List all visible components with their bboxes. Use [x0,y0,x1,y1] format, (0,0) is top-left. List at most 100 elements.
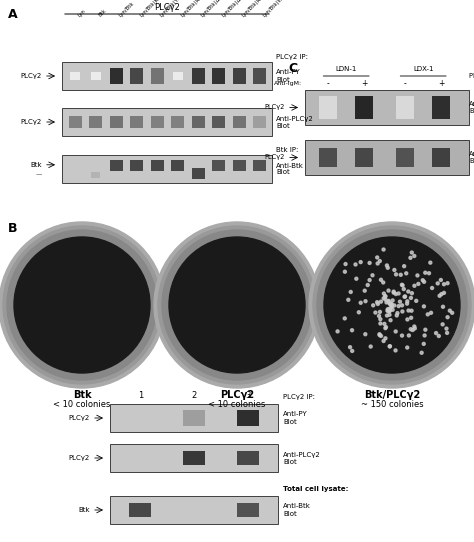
Text: Btk: Btk [30,162,42,168]
Text: Anti-PY
Blot: Anti-PY Blot [283,411,308,424]
Circle shape [384,295,387,298]
Circle shape [388,310,391,313]
Bar [91,72,101,80]
Circle shape [349,291,352,293]
Circle shape [374,311,377,314]
Text: Anti-Btk
Blot: Anti-Btk Blot [276,163,304,176]
Circle shape [406,318,409,321]
Text: Lyn/Btk: Lyn/Btk [118,1,136,18]
Circle shape [385,264,388,267]
Bar [62,62,272,90]
Bar [173,72,183,80]
Circle shape [399,273,402,276]
Circle shape [368,261,371,264]
Circle shape [0,222,165,388]
Text: Total cell lysate:: Total cell lysate: [283,486,348,492]
Text: Anti-Btk
Blot: Anti-Btk Blot [283,504,311,517]
Circle shape [376,262,379,265]
Circle shape [401,310,404,313]
Circle shape [386,266,389,269]
Circle shape [386,308,389,311]
Circle shape [385,314,389,317]
Text: Lyn/Btk(K430R): Lyn/Btk(K430R) [139,0,171,18]
Bar [90,115,102,128]
Circle shape [379,300,383,303]
Circle shape [313,226,471,384]
Circle shape [379,322,382,325]
Bar [130,160,143,171]
Circle shape [401,284,404,287]
Circle shape [396,312,399,314]
Text: Lyn/Btk(R307K): Lyn/Btk(R307K) [180,0,212,18]
Circle shape [343,317,346,320]
Circle shape [158,226,316,384]
Text: 2: 2 [191,391,197,400]
Circle shape [393,268,396,272]
Text: Anti-PY
Blot: Anti-PY Blot [469,101,474,114]
Bar [396,148,414,167]
Circle shape [409,256,412,259]
Text: -: - [404,80,407,88]
Bar [110,68,123,83]
Circle shape [390,306,393,309]
Text: Lyn/Btk(R28C): Lyn/Btk(R28C) [241,0,272,18]
Circle shape [376,256,379,259]
Text: PLCγ2: PLCγ2 [264,105,285,111]
Circle shape [390,302,393,306]
Bar [192,115,205,128]
Text: PLCγ2 IP:: PLCγ2 IP: [276,54,308,60]
Circle shape [347,298,350,301]
Bar [183,451,205,465]
Circle shape [446,282,449,285]
Text: Btk: Btk [73,390,91,400]
Bar [254,68,266,83]
Circle shape [442,292,446,294]
Circle shape [359,261,362,263]
Circle shape [389,319,392,322]
Circle shape [413,284,416,287]
Circle shape [336,330,339,333]
Bar [305,90,469,125]
Bar [172,115,184,128]
Text: LDN-1: LDN-1 [336,66,357,72]
Bar [355,148,373,167]
Bar [91,172,100,178]
Circle shape [380,278,383,281]
Circle shape [440,293,443,296]
Bar [151,160,164,171]
Text: Anti-IgM:: Anti-IgM: [274,81,302,87]
Circle shape [429,311,433,314]
Circle shape [413,327,416,330]
Circle shape [391,308,394,311]
Circle shape [387,289,390,292]
Bar [432,96,450,119]
Circle shape [409,328,412,331]
Text: PLCγ2: PLCγ2 [69,415,90,421]
Bar [192,68,205,83]
Circle shape [410,292,413,295]
Circle shape [382,248,385,251]
Circle shape [384,295,387,298]
Circle shape [415,299,418,302]
Circle shape [392,291,395,294]
Circle shape [380,334,383,338]
Text: PLCγ2: PLCγ2 [21,119,42,125]
Text: Lyn: Lyn [77,8,87,18]
Circle shape [378,311,382,313]
Circle shape [423,280,426,283]
Text: PLCγ2: PLCγ2 [21,73,42,79]
Circle shape [422,305,426,308]
Bar [110,160,123,171]
Circle shape [389,309,392,312]
Circle shape [417,282,420,286]
Bar [172,160,184,171]
Circle shape [351,329,354,332]
Circle shape [424,328,427,331]
Text: PLCγ2: PLCγ2 [154,3,180,12]
Text: 1: 1 [137,391,143,400]
Text: Anti-PY
Blot: Anti-PY Blot [276,69,301,82]
Circle shape [382,339,385,343]
Bar [70,72,80,80]
Circle shape [388,345,392,348]
Bar [254,115,266,128]
